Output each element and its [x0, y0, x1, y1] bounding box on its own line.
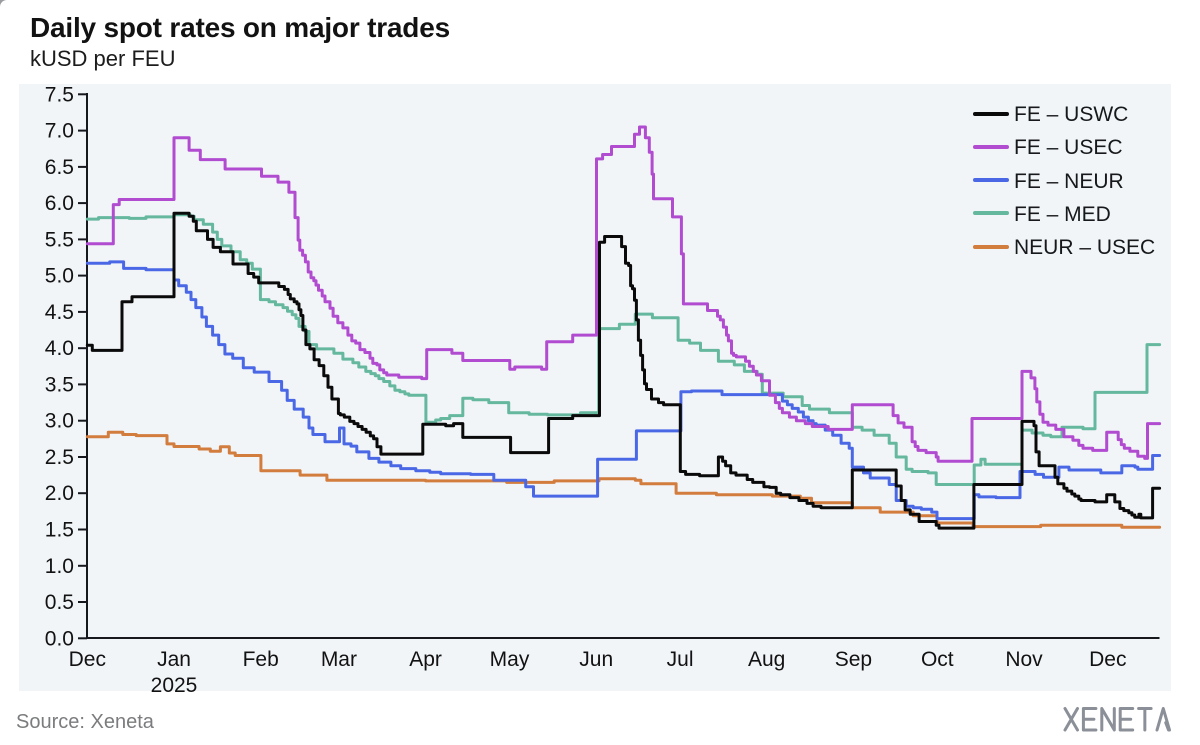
svg-text:4.0: 4.0: [45, 337, 74, 360]
svg-text:May: May: [490, 648, 530, 671]
svg-text:Dec: Dec: [69, 648, 106, 671]
svg-text:5.0: 5.0: [45, 265, 74, 288]
svg-text:FE – NEUR: FE – NEUR: [1014, 170, 1124, 193]
svg-text:FE – USWC: FE – USWC: [1014, 103, 1128, 126]
svg-text:6.5: 6.5: [45, 156, 74, 179]
svg-text:Jan: Jan: [157, 648, 191, 671]
svg-text:Oct: Oct: [921, 648, 954, 671]
svg-text:Mar: Mar: [321, 648, 357, 671]
svg-text:Sep: Sep: [835, 648, 872, 671]
svg-text:Apr: Apr: [409, 648, 442, 671]
svg-text:2.0: 2.0: [45, 482, 74, 505]
svg-text:4.5: 4.5: [45, 301, 74, 324]
svg-text:7.0: 7.0: [45, 120, 74, 143]
svg-text:NEUR – USEC: NEUR – USEC: [1014, 236, 1155, 259]
svg-text:Aug: Aug: [748, 648, 785, 671]
svg-text:2.5: 2.5: [45, 446, 74, 469]
svg-text:Jul: Jul: [667, 648, 694, 671]
svg-text:Nov: Nov: [1005, 648, 1043, 671]
svg-text:3.5: 3.5: [45, 373, 74, 396]
svg-text:2025: 2025: [151, 674, 198, 697]
svg-text:0.0: 0.0: [45, 627, 74, 650]
svg-text:3.0: 3.0: [45, 410, 74, 433]
svg-text:7.5: 7.5: [45, 83, 74, 106]
svg-text:0.5: 0.5: [45, 591, 74, 614]
svg-text:1.0: 1.0: [45, 555, 74, 578]
svg-text:5.5: 5.5: [45, 228, 74, 251]
svg-text:1.5: 1.5: [45, 519, 74, 542]
svg-text:Jun: Jun: [579, 648, 613, 671]
svg-text:Dec: Dec: [1089, 648, 1126, 671]
svg-text:6.0: 6.0: [45, 192, 74, 215]
svg-text:Feb: Feb: [243, 648, 279, 671]
svg-text:FE – MED: FE – MED: [1014, 203, 1111, 226]
svg-text:FE – USEC: FE – USEC: [1014, 136, 1123, 159]
